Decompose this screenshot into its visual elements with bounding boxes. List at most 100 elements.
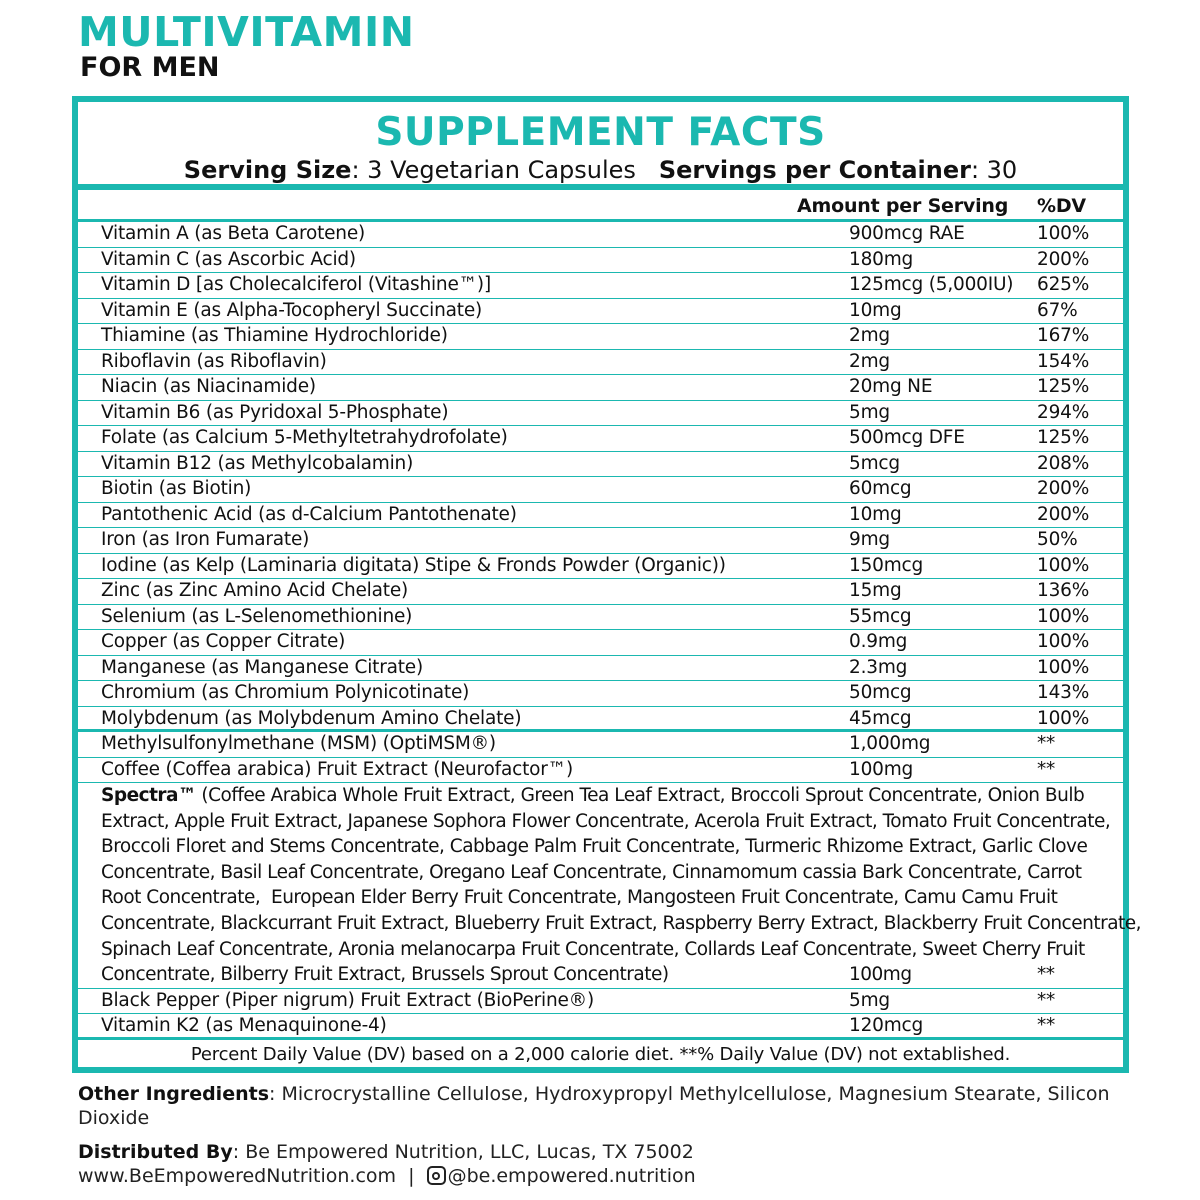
website-link[interactable]: www.BeEmpoweredNutrition.com |: [78, 1165, 427, 1187]
nutrient-amount: 120mcg: [849, 1015, 924, 1037]
nutrient-name: Zinc (as Zinc Amino Acid Chelate): [101, 580, 409, 601]
nutrient-row: Vitamin D [as Cholecalciferol (Vitashine…: [78, 273, 1123, 299]
nutrient-row: Vitamin E (as Alpha-Tocopheryl Succinate…: [78, 299, 1123, 324]
nutrient-name: Selenium (as L-Selenomethionine): [101, 605, 413, 627]
nutrient-dv: 100%: [1037, 656, 1090, 678]
nutrient-name: Molybdenum (as Molybdenum Amino Chelate): [101, 707, 522, 729]
nutrient-amount: 5mg: [849, 401, 890, 423]
nutrient-amount: 20mg NE: [849, 376, 933, 397]
nutrient-name: Manganese (as Manganese Citrate): [101, 656, 424, 678]
nutrient-name: Vitamin B12 (as Methylcobalamin): [101, 452, 414, 474]
nutrient-name: Methylsulfonylmethane (MSM) (OptiMSM®): [101, 733, 496, 754]
nutrient-name: Copper (as Copper Citrate): [101, 631, 346, 652]
nutrient-row: Niacin (as Niacinamide) 20mg NE 125%: [78, 375, 1123, 401]
nutrient-dv: 625%: [1037, 274, 1090, 295]
nutrient-amount: 2mg: [849, 325, 890, 346]
nutrient-row: Methylsulfonylmethane (MSM) (OptiMSM®) 1,…: [78, 732, 1123, 758]
nutrient-name: Niacin (as Niacinamide): [101, 376, 316, 397]
nutrient-amount: 1,000mg: [849, 733, 931, 754]
nutrient-amount: 50mcg: [849, 682, 912, 703]
spectra-row: Spectra™ (Coffee Arabica Whole Fruit Ext…: [78, 783, 1142, 989]
nutrient-row: Molybdenum (as Molybdenum Amino Chelate)…: [78, 707, 1123, 732]
spectra-name: Spectra™: [101, 785, 197, 806]
nutrient-row: Selenium (as L-Selenomethionine) 55mcg 100…: [78, 605, 1123, 630]
instagram-handle[interactable]: @be.empowered.nutrition: [447, 1165, 696, 1187]
nutrient-row: Biotin (as Biotin) 60mcg 200%: [78, 477, 1123, 503]
nutrient-dv: **: [1037, 1015, 1056, 1037]
spectra-line: Spectra™ (Coffee Arabica Whole Fruit Ext…: [101, 783, 1123, 809]
nutrient-amount: 45mcg: [849, 707, 912, 729]
nutrient-name: Iron (as Iron Fumarate): [101, 529, 310, 550]
nutrient-dv: 294%: [1037, 401, 1090, 423]
distributor-label: Distributed By: [78, 1141, 233, 1163]
spectra-text: Root Concentrate, European Elder Berry F…: [101, 887, 1058, 909]
spectra-line: Root Concentrate, European Elder Berry F…: [101, 885, 1123, 911]
nutrient-row: Coffee (Coffea arabica) Fruit Extract (N…: [78, 758, 1123, 783]
nutrient-amount: 5mcg: [849, 452, 900, 474]
nutrient-dv: 100%: [1037, 605, 1090, 627]
nutrient-dv: 200%: [1037, 478, 1090, 499]
nutrient-dv: **: [1037, 758, 1056, 780]
nutrient-row: Thiamine (as Thiamine Hydrochloride) 2mg 1…: [78, 324, 1123, 350]
dv-column-header: %DV: [1037, 195, 1086, 217]
nutrient-amount: 15mg: [849, 580, 902, 601]
spectra-text: Concentrate, Blackcurrant Fruit Extract,…: [101, 912, 1142, 934]
nutrient-dv: 200%: [1037, 503, 1090, 525]
nutrient-dv: 136%: [1037, 580, 1090, 601]
spectra-text: Extract, Apple Fruit Extract, Japanese S…: [101, 810, 1111, 832]
spectra-text: (Coffee Arabica Whole Fruit Extract, Gre…: [196, 785, 1085, 806]
nutrient-dv: 67%: [1037, 299, 1078, 321]
nutrient-name: Vitamin A (as Beta Carotene): [101, 223, 366, 244]
nutrient-name: Vitamin C (as Ascorbic Acid): [101, 248, 356, 270]
product-title: MULTIVITAMIN: [78, 8, 415, 56]
nutrient-amount: 180mg: [849, 248, 914, 270]
product-subtitle: FOR MEN: [80, 52, 220, 83]
nutrient-dv: 200%: [1037, 248, 1090, 270]
nutrient-amount: 5mg: [849, 989, 890, 1011]
spectra-line: Concentrate, Blackcurrant Fruit Extract,…: [101, 911, 1142, 937]
nutrient-dv: **: [1037, 989, 1056, 1011]
nutrient-row: Pantothenic Acid (as d-Calcium Pantothen…: [78, 503, 1123, 528]
nutrient-name: Folate (as Calcium 5-Methyltetrahydrofol…: [101, 427, 508, 448]
nutrient-name: Vitamin D [as Cholecalciferol (Vitashine…: [101, 274, 491, 295]
nutrient-dv: 143%: [1037, 682, 1090, 703]
spectra-text: Broccoli Floret and Stems Concentrate, C…: [101, 836, 1088, 858]
nutrient-name: Coffee (Coffea arabica) Fruit Extract (N…: [101, 758, 573, 780]
footnote: Percent Daily Value (DV) based on a 2,00…: [190, 1043, 1011, 1065]
nutrient-row: Copper (as Copper Citrate) 0.9mg 100%: [78, 630, 1123, 656]
serving-size-label: Serving Size: [183, 156, 352, 184]
nutrient-amount: 100mg: [849, 758, 914, 780]
nutrient-name: Vitamin E (as Alpha-Tocopheryl Succinate…: [101, 299, 483, 321]
column-header-row: Amount per Serving %DV: [78, 190, 1123, 222]
nutrient-row: Vitamin B6 (as Pyridoxal 5-Phosphate) 5mg…: [78, 401, 1123, 426]
nutrient-row: Iodine (as Kelp (Laminaria digitata) Sti…: [78, 554, 1123, 579]
spectra-dv: **: [1037, 964, 1055, 986]
nutrient-dv: 50%: [1037, 529, 1078, 550]
nutrient-amount: 150mcg: [849, 554, 924, 576]
spectra-amount: 100mg: [849, 964, 912, 986]
nutrient-amount: 0.9mg: [849, 631, 908, 652]
nutrient-dv: 125%: [1037, 427, 1090, 448]
nutrient-amount: 60mcg: [849, 478, 912, 499]
nutrient-amount: 125mcg (5,000IU): [849, 274, 1014, 295]
nutrient-row: Vitamin C (as Ascorbic Acid) 180mg 200%: [78, 248, 1123, 273]
other-ingredient-rows: Methylsulfonylmethane (MSM) (OptiMSM®) 1,…: [78, 732, 1123, 783]
nutrient-dv: **: [1037, 733, 1056, 754]
serving-size: : 3 Vegetarian Capsules: [351, 156, 636, 184]
spectra-line: Spinach Leaf Concentrate, Aronia melanoc…: [101, 937, 1123, 963]
servings-per-container: : 30: [970, 156, 1018, 184]
nutrient-dv: 167%: [1037, 325, 1090, 346]
spectra-line: Broccoli Floret and Stems Concentrate, C…: [101, 834, 1123, 860]
other-ingredients-label: Other Ingredients: [78, 1083, 270, 1105]
distributor-text: : Be Empowered Nutrition, LLC, Lucas, TX…: [232, 1141, 694, 1163]
nutrient-amount: 500mcg DFE: [849, 427, 965, 448]
amount-column-header: Amount per Serving: [797, 195, 1009, 217]
nutrient-row: Vitamin K2 (as Menaquinone-4) 120mcg **: [78, 1014, 1123, 1040]
nutrient-name: Pantothenic Acid (as d-Calcium Pantothen…: [101, 503, 517, 525]
nutrient-amount: 900mcg RAE: [849, 223, 965, 244]
nutrient-amount: 2mg: [849, 350, 890, 372]
nutrient-row: Zinc (as Zinc Amino Acid Chelate) 15mg 136…: [78, 579, 1123, 605]
other-ingredients-text: : Microcrystalline Cellulose, Hydroxypro…: [78, 1083, 1110, 1129]
nutrient-name: Thiamine (as Thiamine Hydrochloride): [101, 325, 448, 346]
other-ingredients: Other Ingredients: Microcrystalline Cell…: [78, 1082, 1138, 1130]
